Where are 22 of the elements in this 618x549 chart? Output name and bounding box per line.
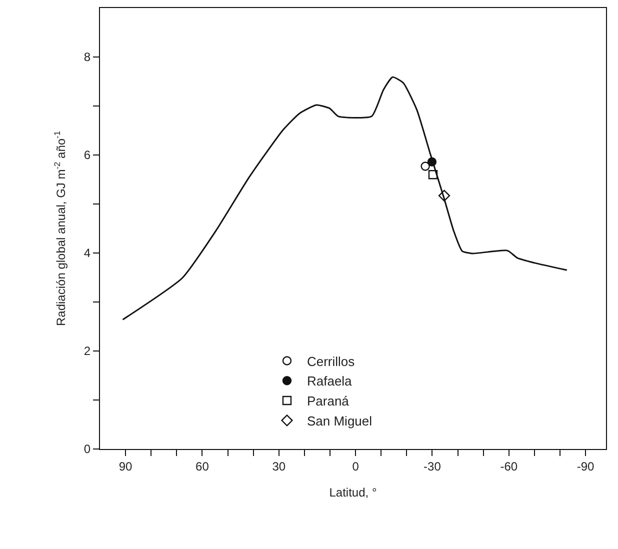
x-tick-label: 60 <box>196 460 210 474</box>
legend-label: Cerrillos <box>306 354 356 369</box>
x-tick-label: -30 <box>424 460 442 474</box>
y-tick-label: 2 <box>84 344 91 358</box>
line-series <box>122 76 568 320</box>
x-tick-label: 90 <box>118 460 133 474</box>
y-tick-label: 8 <box>84 50 91 64</box>
x-tick-label: 30 <box>272 460 286 474</box>
x-tick-label: -60 <box>500 460 518 474</box>
legend-label: Rafaela <box>306 374 353 389</box>
x-tick-label: 0 <box>352 460 360 474</box>
y-tick-label: 4 <box>84 246 91 260</box>
x-tick-label: -90 <box>576 460 595 474</box>
point <box>420 162 430 171</box>
point <box>438 190 450 202</box>
x-axis-title: Latitud, ° <box>329 485 377 500</box>
point <box>428 170 438 180</box>
legend-label: San Miguel <box>306 413 372 428</box>
y-tick-label: 0 <box>84 442 91 456</box>
y-tick-label: 6 <box>84 148 91 162</box>
legend-label: Paraná <box>306 394 350 409</box>
point <box>427 157 437 166</box>
